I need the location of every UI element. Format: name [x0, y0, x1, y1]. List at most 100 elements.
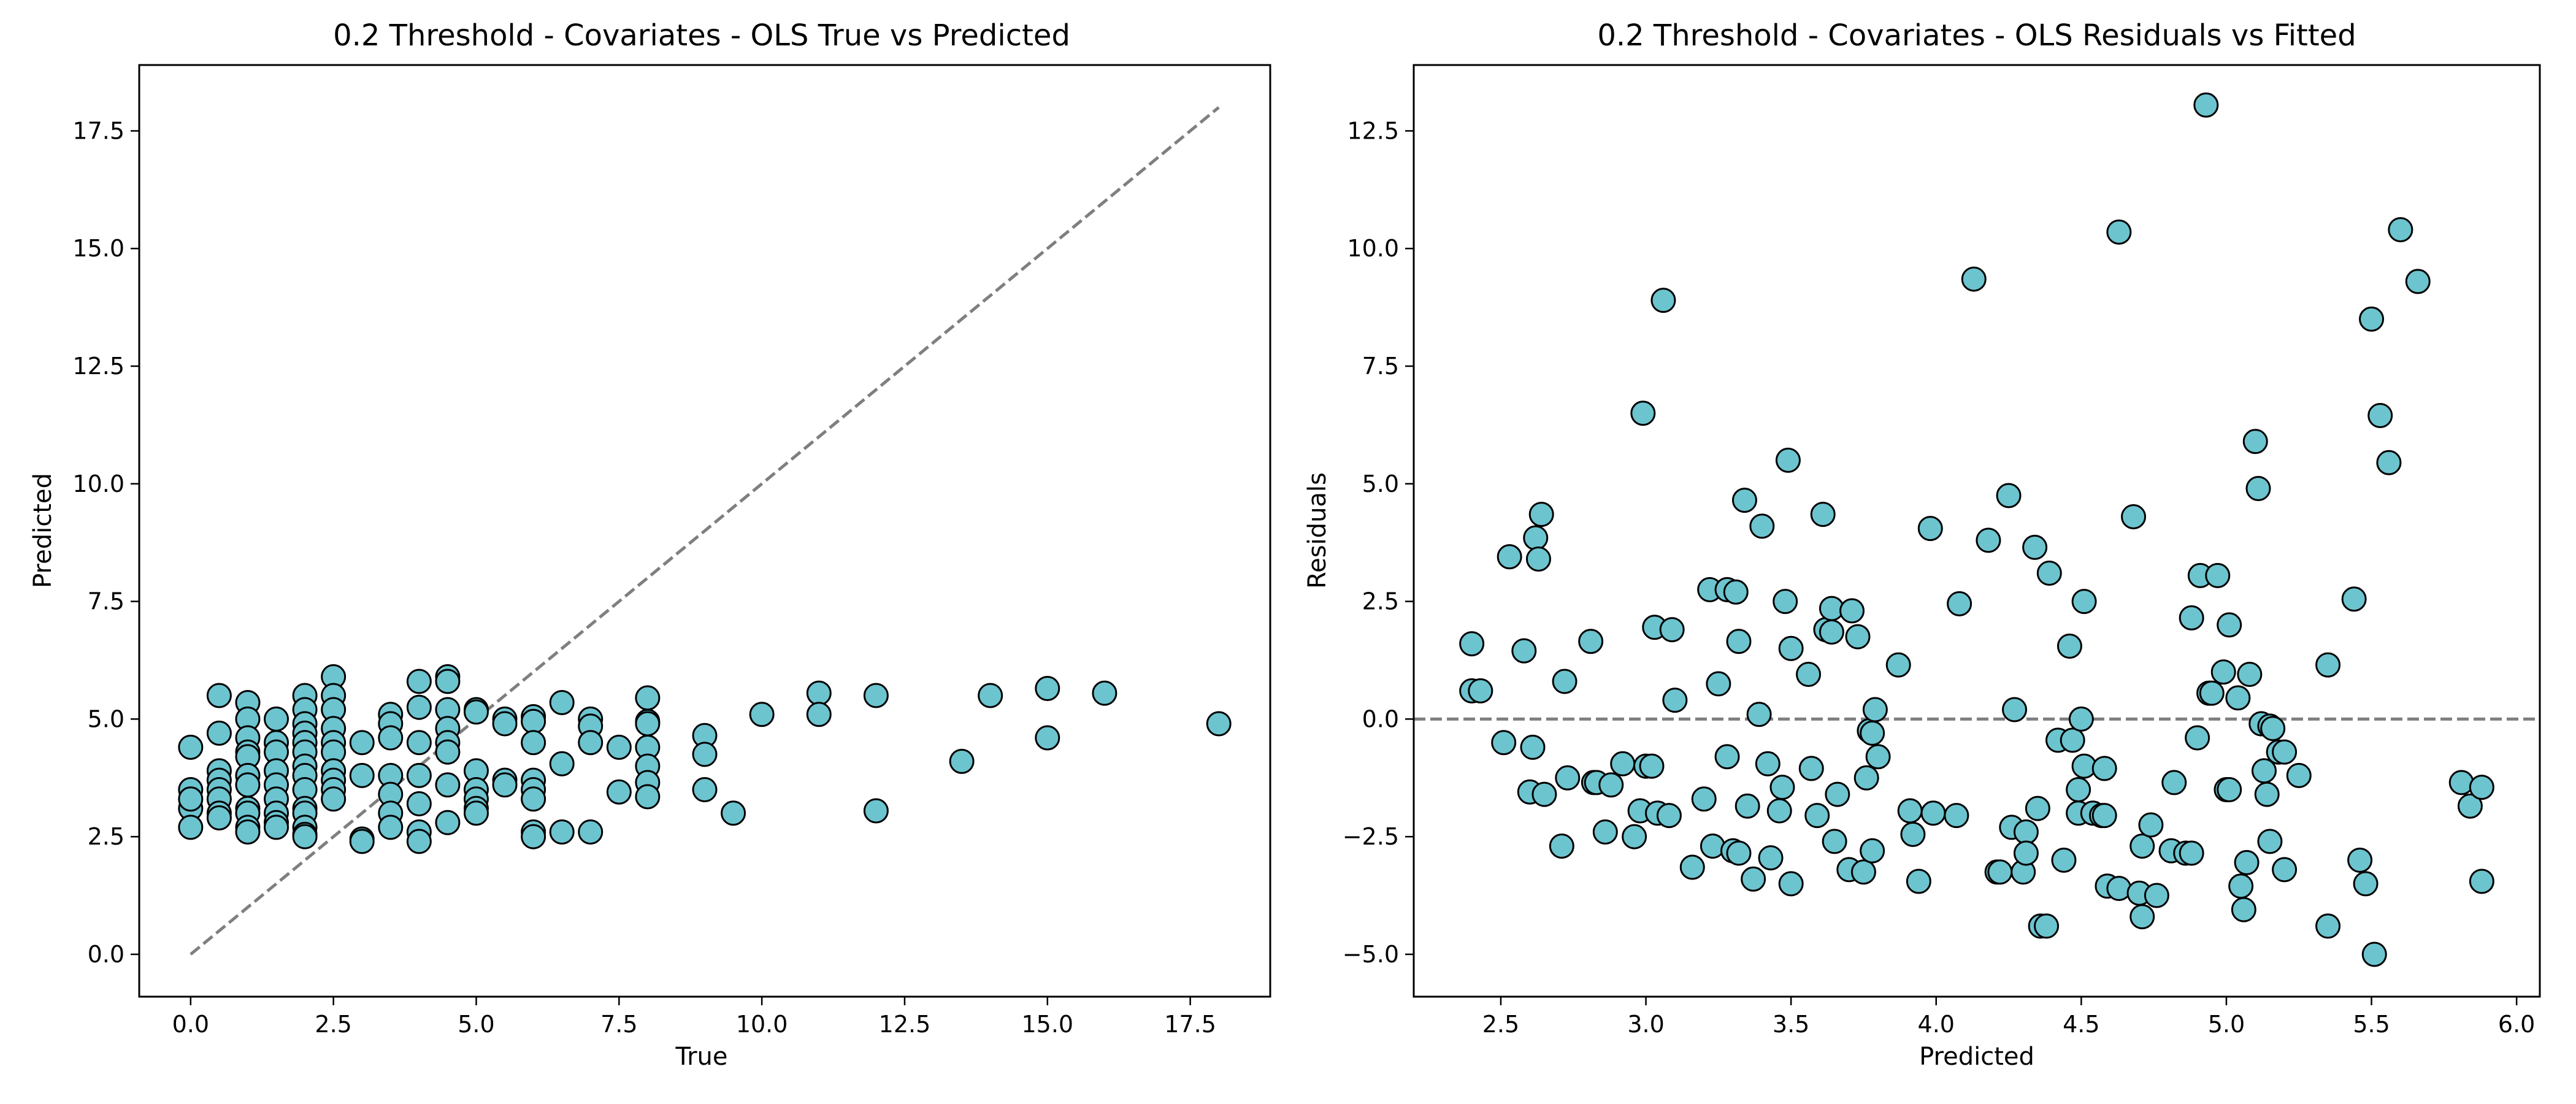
- chart-1-point: [692, 742, 718, 767]
- chart-2-point: [1862, 697, 1888, 723]
- chart-2-point: [1773, 589, 1798, 615]
- chart-2-point: [2469, 775, 2494, 800]
- chart-2-point: [1520, 734, 1546, 760]
- chart-2-point: [1778, 871, 1804, 897]
- chart-2-point: [1700, 834, 1725, 859]
- chart-2-point: [2034, 913, 2060, 939]
- chart-2-xlabel: Predicted: [1919, 1043, 2034, 1071]
- chart-2-point: [1552, 669, 1577, 694]
- chart-1-point: [435, 669, 461, 694]
- chart-2-point: [2060, 727, 2085, 753]
- chart-2-point: [1860, 838, 1885, 864]
- chart-2-point: [1639, 753, 1665, 779]
- chart-2-ytick-label: 10.0: [1347, 235, 1399, 262]
- chart-1-ytick-label: 2.5: [88, 823, 125, 850]
- chart-2-point: [1920, 800, 1946, 826]
- chart-2-point: [1726, 629, 1752, 654]
- chart-1-point: [1206, 711, 1232, 737]
- chart-2-point: [2185, 725, 2210, 751]
- chart-1-point: [578, 819, 604, 845]
- chart-1-point: [806, 702, 832, 727]
- chart-2-point: [2071, 589, 2097, 615]
- chart-2-point: [1976, 527, 2001, 553]
- chart-1-xtick-label: 0.0: [172, 1011, 209, 1038]
- chart-2-point: [2237, 661, 2263, 687]
- chart-1-ytick-label: 0.0: [88, 941, 125, 968]
- chart-2-xtick-label: 4.0: [1918, 1011, 1955, 1038]
- chart-1-point: [606, 734, 632, 760]
- chart-2-point: [2091, 803, 2117, 829]
- chart-2-point: [1622, 824, 1647, 849]
- chart-1-point: [206, 683, 232, 708]
- chart-2-point: [2469, 868, 2494, 894]
- chart-2-point: [1497, 544, 1522, 570]
- chart-1-xtick-label: 10.0: [736, 1011, 788, 1038]
- chart-2-xtick-label: 6.0: [2498, 1011, 2535, 1038]
- chart-1-point: [406, 791, 432, 816]
- chart-2-point: [2013, 819, 2039, 845]
- chart-1-point: [863, 798, 889, 824]
- chart-1-point: [635, 784, 661, 810]
- chart-1-point: [406, 762, 432, 788]
- chart-1-point: [321, 786, 347, 812]
- chart-2-point: [2405, 269, 2431, 294]
- chart-2-point: [1839, 598, 1865, 624]
- chart-1-ytick-label: 5.0: [88, 705, 125, 732]
- chart-1-point: [178, 734, 204, 760]
- chart-2-point: [1906, 868, 1931, 894]
- chart-1-point: [406, 694, 432, 720]
- chart-2-point: [1944, 803, 1969, 829]
- chart-1-xtick-label: 12.5: [879, 1011, 931, 1038]
- chart-1-point: [635, 685, 661, 711]
- chart-1-point: [1092, 680, 1117, 706]
- chart-1-point: [721, 800, 746, 826]
- chart-2-point: [2210, 659, 2236, 685]
- chart-2-point: [1578, 629, 1604, 654]
- chart-2-point: [1961, 266, 1987, 292]
- chart-2-point: [1996, 483, 2022, 508]
- chart-2-point: [2376, 450, 2402, 475]
- chart-1-point: [521, 730, 546, 756]
- chart-2-point: [1555, 765, 1581, 791]
- chart-2-point: [1531, 781, 1557, 807]
- chart-2-point: [1749, 513, 1775, 539]
- chart-1-point: [549, 751, 575, 776]
- chart-2-point: [1691, 786, 1717, 812]
- chart-2-point: [2144, 883, 2169, 908]
- chart-2-point: [2051, 848, 2077, 873]
- chart-1-point: [749, 702, 775, 727]
- chart-2-point: [2179, 840, 2204, 866]
- chart-2-point: [1630, 401, 1656, 426]
- chart-2-point: [2199, 680, 2225, 706]
- chart-2-point: [1822, 829, 1847, 854]
- chart-2-point: [2231, 897, 2256, 922]
- chart-2-point: [1610, 751, 1636, 776]
- chart-1-point: [463, 800, 489, 826]
- chart-1-xtick-label: 5.0: [458, 1011, 494, 1038]
- chart-2-point: [2457, 793, 2483, 819]
- chart-2-point: [2013, 840, 2039, 866]
- chart-2-point: [2106, 876, 2132, 902]
- chart-2-point: [2388, 217, 2413, 243]
- chart-1-ytick-label: 7.5: [88, 588, 125, 615]
- chart-2-point: [1650, 288, 1676, 313]
- chart-1-point: [435, 739, 461, 765]
- chart-1-point: [349, 829, 375, 854]
- chart-2-title: 0.2 Threshold - Covariates - OLS Residua…: [1597, 18, 2356, 53]
- chart-1-point: [692, 776, 718, 802]
- chart-2-point: [2129, 834, 2155, 859]
- chart-2-point: [2022, 534, 2048, 560]
- chart-2-point: [1769, 775, 1795, 800]
- chart-2-point: [1865, 744, 1891, 770]
- chart-2-point: [1897, 798, 1923, 824]
- chart-1-point: [549, 819, 575, 845]
- chart-2-point: [1860, 720, 1885, 746]
- chart-2-point: [2106, 219, 2132, 245]
- chart-1-point: [521, 708, 546, 734]
- chart-2-point: [2341, 586, 2367, 612]
- chart-2-ytick-label: 12.5: [1347, 117, 1399, 144]
- chart-2-ytick-label: 5.0: [1362, 470, 1399, 497]
- chart-2-xtick-label: 5.5: [2353, 1011, 2390, 1038]
- chart-2-point: [2234, 849, 2260, 875]
- chart-2-point: [1741, 866, 1766, 892]
